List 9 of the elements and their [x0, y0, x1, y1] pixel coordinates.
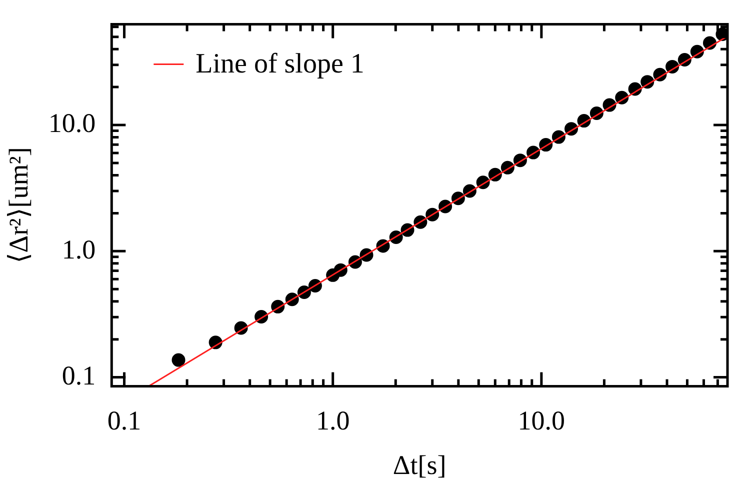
x-tick-label: 1.0 [316, 405, 350, 436]
x-tick-label: 10.0 [518, 405, 566, 436]
y-tick-label: 10.0 [48, 108, 96, 138]
x-tick-label: 0.1 [107, 405, 142, 436]
y-axis-title: ⟨Δr²⟩[um²] [3, 147, 34, 264]
y-tick-label: 1.0 [62, 234, 96, 264]
x-axis-title: Δt[s] [392, 450, 446, 480]
y-tick-label: 0.1 [62, 360, 96, 390]
legend-label: Line of slope 1 [196, 48, 364, 80]
